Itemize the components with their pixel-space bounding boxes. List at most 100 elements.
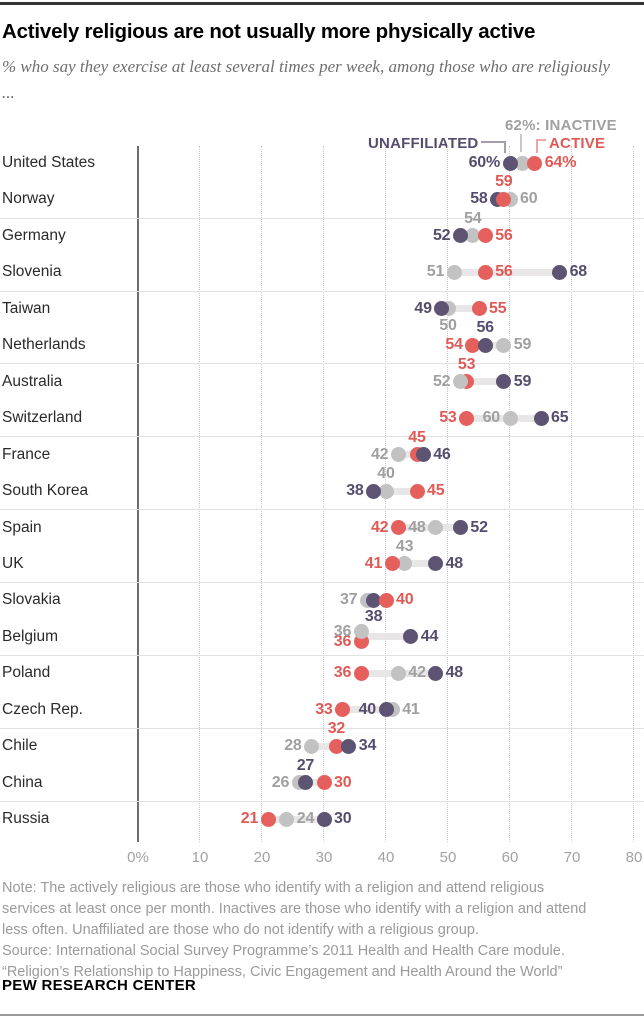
- row-group-separator: [0, 290, 644, 292]
- value-label-inactive: 51: [426, 263, 445, 281]
- country-label: Russia: [2, 810, 50, 828]
- dot-active: [260, 811, 276, 827]
- dot-inactive: [304, 738, 320, 754]
- value-label-unaffiliated: 52: [470, 518, 488, 536]
- dot-connector: [454, 268, 560, 276]
- value-label-active: 36: [333, 632, 352, 650]
- dot-connector: [373, 487, 417, 495]
- country-label: Chile: [2, 737, 38, 755]
- dot-active: [335, 702, 351, 718]
- value-label-unaffiliated: 46: [433, 445, 451, 463]
- value-label-unaffiliated: 48: [445, 664, 464, 682]
- chart-title: Actively religious are not usually more …: [2, 20, 536, 43]
- value-label-inactive: 24: [296, 810, 315, 828]
- dot-connector: [392, 560, 436, 568]
- value-label-inactive: 50: [439, 316, 457, 334]
- dot-active: [328, 738, 344, 754]
- value-label-inactive: 60: [482, 409, 501, 427]
- dot-inactive: [390, 447, 406, 463]
- dot-inactive: [279, 811, 295, 827]
- legend-inactive-callout-line: [520, 134, 522, 152]
- country-label: Netherlands: [2, 336, 86, 354]
- country-label: Spain: [2, 518, 42, 536]
- dot-unaffiliated: [297, 775, 313, 791]
- value-label-active: 32: [327, 720, 346, 738]
- dot-unaffiliated: [366, 592, 382, 608]
- value-label-unaffiliated: 30: [334, 810, 352, 828]
- dot-inactive: [514, 155, 530, 171]
- note-line: Note: The actively religious are those w…: [2, 880, 545, 896]
- value-label-inactive: 37: [339, 591, 358, 609]
- dot-unaffiliated: [403, 629, 419, 645]
- value-label-unaffiliated: 49: [414, 299, 432, 317]
- dot-active: [378, 592, 394, 608]
- dot-unaffiliated: [316, 811, 332, 827]
- footer-brand: PEW RESEARCH CENTER: [2, 977, 197, 994]
- dot-active: [390, 520, 406, 535]
- gridline: [509, 146, 510, 842]
- bottom-border: [0, 1014, 644, 1016]
- country-label: Slovenia: [2, 263, 62, 281]
- value-label-inactive: 59: [513, 336, 532, 354]
- dot-active: [409, 483, 425, 499]
- dot-inactive: [465, 228, 481, 244]
- row-group-separator: [0, 655, 644, 657]
- value-label-unaffiliated: 52: [432, 226, 451, 244]
- dot-active: [384, 556, 400, 572]
- dot-inactive: [496, 337, 512, 353]
- legend-unaffiliated-callout-line: [481, 141, 506, 143]
- dot-active: [477, 228, 493, 244]
- dot-plot-chart: 62%: INACTIVE UNAFFILIATED ACTIVE 0% 10 20…: [0, 117, 644, 866]
- value-label-active: 64%: [544, 154, 577, 171]
- gridline: [571, 146, 572, 842]
- value-label-unaffiliated: 60%: [468, 154, 501, 171]
- dot-active: [316, 775, 332, 791]
- gridline: [323, 146, 324, 842]
- row-group-separator: [0, 217, 644, 219]
- row-group-separator: [0, 800, 644, 802]
- legend-inactive-label: 62%: INACTIVE: [505, 117, 617, 134]
- value-label-unaffiliated: 58: [470, 190, 488, 208]
- value-label-unaffiliated: 27: [296, 756, 315, 774]
- note-line: “Religion’s Relationship to Happiness, C…: [2, 964, 563, 980]
- x-tick-label: 40: [377, 849, 395, 866]
- value-label-active: 36: [333, 664, 352, 682]
- dot-connector: [268, 815, 324, 823]
- country-label: Norway: [2, 190, 55, 208]
- country-label: Australia: [2, 372, 63, 390]
- country-label: UK: [2, 554, 24, 572]
- x-tick-label: 80: [625, 849, 643, 866]
- dot-unaffiliated: [477, 337, 493, 353]
- value-label-active: 45: [427, 482, 445, 500]
- dot-unaffiliated: [552, 264, 568, 280]
- dot-connector: [361, 633, 411, 641]
- dot-unaffiliated: [533, 410, 549, 426]
- row-group-separator: [0, 582, 644, 584]
- value-label-active: 42: [370, 518, 389, 536]
- legend-active-label: ACTIVE: [549, 135, 606, 152]
- value-label-active: 54: [445, 336, 463, 354]
- value-label-unaffiliated: 44: [420, 627, 439, 645]
- country-label: Taiwan: [2, 299, 51, 317]
- notes-block: Note: The actively religious are those w…: [2, 878, 642, 983]
- dot-inactive: [378, 483, 394, 499]
- value-label-unaffiliated: 59: [513, 372, 532, 390]
- value-label-active: 33: [315, 700, 333, 718]
- value-label-inactive: 41: [402, 700, 420, 718]
- value-label-unaffiliated: 40: [358, 700, 377, 718]
- value-label-inactive: 60: [520, 190, 538, 208]
- top-border: [0, 2, 644, 5]
- value-label-active: 40: [396, 591, 414, 609]
- legend-active-callout-line: [536, 139, 546, 141]
- legend-unaffiliated-label: UNAFFILIATED: [368, 135, 479, 152]
- value-label-inactive: 42: [370, 445, 389, 463]
- value-label-unaffiliated: 38: [364, 608, 383, 626]
- value-label-inactive: 26: [271, 773, 290, 791]
- dot-inactive: [446, 264, 462, 280]
- value-label-inactive: 28: [284, 737, 302, 755]
- dot-connector: [460, 378, 504, 386]
- country-label: United States: [2, 154, 96, 171]
- dot-unaffiliated: [366, 483, 382, 499]
- note-line: Source: International Social Survey Prog…: [2, 943, 565, 959]
